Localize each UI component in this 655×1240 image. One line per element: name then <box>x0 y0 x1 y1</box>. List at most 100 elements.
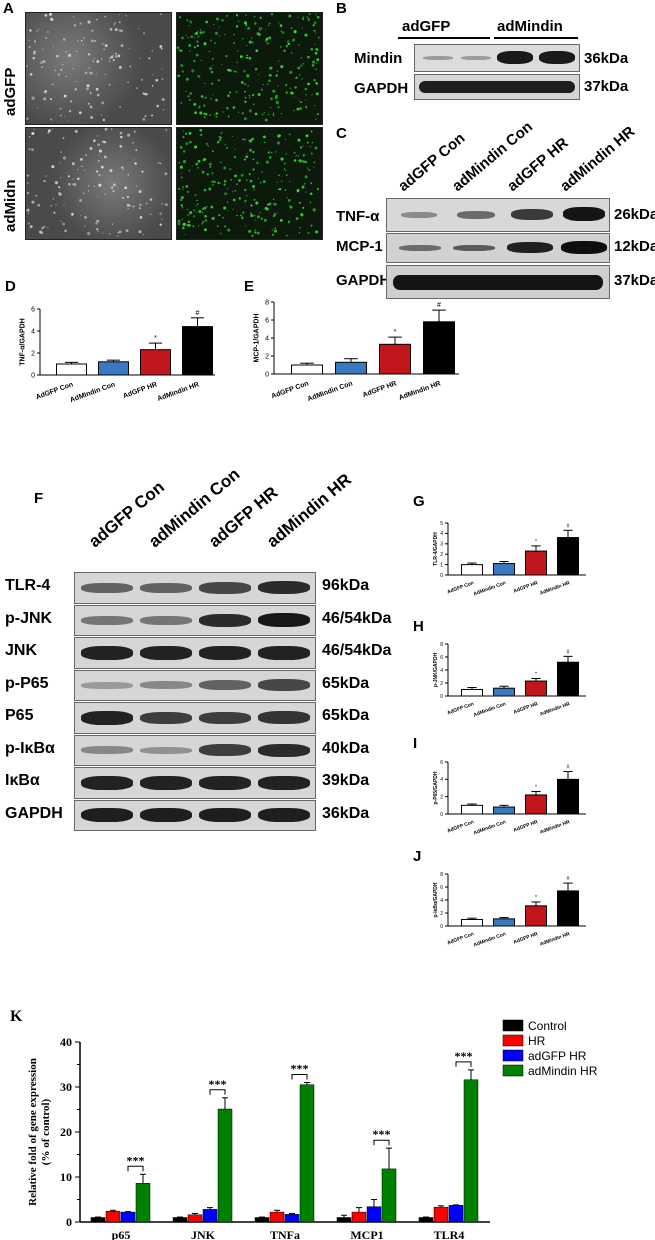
cell-dot <box>267 203 270 206</box>
cell-dot <box>219 136 222 139</box>
cell-dot <box>280 113 283 115</box>
blot-c-label-gapdh: GAPDH <box>336 272 391 289</box>
cell-dot <box>112 190 115 193</box>
blot-b-mindin <box>414 44 580 72</box>
cell-dot <box>159 162 162 165</box>
group-line-adgfp <box>398 37 490 39</box>
cell-dot <box>299 227 301 229</box>
y-tick-label: 4 <box>31 328 35 335</box>
row-label-admidn: adMidn <box>2 179 19 233</box>
blot-f-strip-3 <box>74 669 316 701</box>
cell-dot <box>148 57 151 60</box>
cell-dot <box>237 111 240 114</box>
blot-c-tnf <box>386 198 610 232</box>
cell-dot <box>157 161 160 164</box>
panel-letter-k: K <box>10 1008 23 1025</box>
category-label: AdMindin HR <box>539 931 571 948</box>
significance-mark: *** <box>455 1049 473 1063</box>
panel-letter-g: G <box>413 493 425 510</box>
cell-dot <box>60 220 63 222</box>
cell-dot <box>295 217 299 220</box>
cell-dot <box>79 199 82 202</box>
cell-dot <box>135 149 138 151</box>
cell-dot <box>290 91 294 95</box>
cell-dot <box>151 50 154 52</box>
cell-dot <box>305 191 307 193</box>
cell-dot <box>191 165 193 167</box>
cell-dot <box>265 160 269 164</box>
y-tick-label: 40 <box>60 1035 72 1049</box>
cell-dot <box>297 66 301 70</box>
cell-dot <box>118 29 122 32</box>
cell-dot <box>27 222 30 225</box>
blot-f-kda-4: 65kDa <box>322 707 370 724</box>
significance-bracket <box>209 1089 226 1095</box>
cell-dot <box>186 208 188 211</box>
cell-dot <box>33 40 37 43</box>
cell-dot <box>91 29 94 32</box>
cell-dot <box>223 180 227 183</box>
category-label: AdGFP Con <box>270 380 309 400</box>
cell-dot <box>73 182 77 187</box>
panel-letter-h: H <box>413 618 424 635</box>
cell-dot <box>201 223 203 225</box>
y-tick-label: 4 <box>265 335 269 342</box>
cell-dot <box>227 94 230 98</box>
blot-f-label-1: p-JNK <box>5 609 53 627</box>
category-label: AdGFP Con <box>35 381 74 401</box>
cell-dot <box>112 54 114 56</box>
blot-c-gapdh <box>386 265 610 299</box>
cell-dot <box>203 188 207 192</box>
panel-letter-i: I <box>413 735 418 752</box>
cell-dot <box>178 49 181 52</box>
blot-c-column-admindin-hr: adMindin HR <box>557 123 639 195</box>
cell-dot <box>60 114 62 117</box>
cell-dot <box>294 77 296 79</box>
cell-dot <box>97 135 99 137</box>
blot-f-kda-6: 39kDa <box>322 772 370 789</box>
cell-dot <box>185 142 189 145</box>
y-tick-label: 4 <box>440 898 443 904</box>
cell-dot <box>59 162 61 164</box>
cell-dot <box>253 15 256 18</box>
blot-f-kda-5: 40kDa <box>322 739 370 757</box>
bar <box>379 343 411 375</box>
cell-dot <box>216 141 220 144</box>
cell-dot <box>180 204 184 207</box>
cell-dot <box>56 54 59 58</box>
cell-dot <box>162 108 165 111</box>
category-label: TLR4 <box>434 1228 465 1240</box>
cell-dot <box>93 57 95 59</box>
cell-dot <box>297 16 299 18</box>
cell-dot <box>89 92 92 94</box>
cell-dot <box>264 40 267 43</box>
band <box>81 710 133 725</box>
cell-dot <box>234 189 237 192</box>
legend-label: adMindin HR <box>528 1064 598 1078</box>
panel-letter-e: E <box>244 278 255 295</box>
cell-dot <box>195 162 198 166</box>
cell-dot <box>210 98 212 100</box>
cell-dot <box>193 36 195 39</box>
cell-dot <box>300 57 302 59</box>
cell-dot <box>48 129 51 133</box>
cell-dot <box>271 233 275 236</box>
cell-dot <box>273 202 277 206</box>
cell-dot <box>140 78 143 81</box>
cell-dot <box>113 183 116 187</box>
cell-dot <box>82 43 84 45</box>
legend-label: HR <box>528 1034 546 1048</box>
cell-dot <box>189 20 193 24</box>
y-tick-label: 4 <box>440 668 443 674</box>
cell-dot <box>192 225 195 228</box>
cell-dot <box>305 99 307 101</box>
significance-mark: * <box>535 784 537 790</box>
cell-dot <box>200 59 203 62</box>
cell-dot <box>94 39 97 42</box>
cell-dot <box>151 114 153 117</box>
cell-dot <box>89 71 93 75</box>
cell-dot <box>243 117 247 121</box>
y-tick-label: 4 <box>440 777 443 783</box>
bar <box>351 1211 367 1223</box>
